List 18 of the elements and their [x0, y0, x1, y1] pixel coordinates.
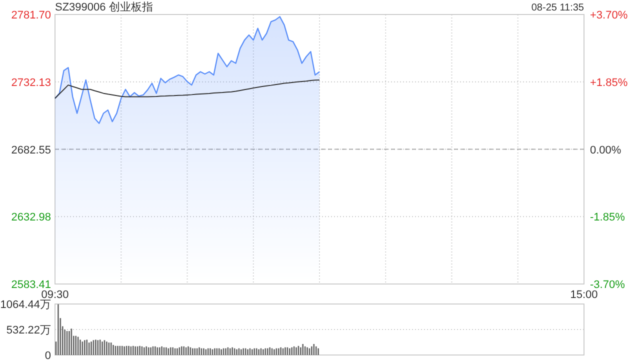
y-tick-label: 1064.44万	[0, 299, 51, 311]
y-tick-label: 0	[44, 350, 51, 360]
y2-tick-label: +1.85%	[590, 76, 628, 89]
chart-title: SZ399006 创业板指	[55, 0, 153, 14]
x-tick-label: 09:30	[41, 289, 69, 301]
y-tick-label: 532.22万	[6, 324, 51, 336]
y-tick-label: 2632.98	[11, 212, 51, 224]
y-tick-label: 2682.55	[11, 144, 51, 156]
text: 08-25 11:35	[531, 2, 584, 14]
x-tick-label: 15:00	[570, 289, 598, 301]
y-tick-label: 2732.13	[11, 76, 51, 89]
y2-tick-label: 0.00%	[590, 144, 622, 156]
y2-tick-label: -1.85%	[590, 212, 626, 224]
y-tick-label: 2781.70	[11, 10, 51, 22]
line-series	[54, 80, 320, 99]
y2-tick-label: +3.70%	[590, 10, 628, 22]
y-tick-label: 2583.41	[11, 279, 51, 291]
y2-tick-label: -3.70%	[590, 279, 626, 291]
